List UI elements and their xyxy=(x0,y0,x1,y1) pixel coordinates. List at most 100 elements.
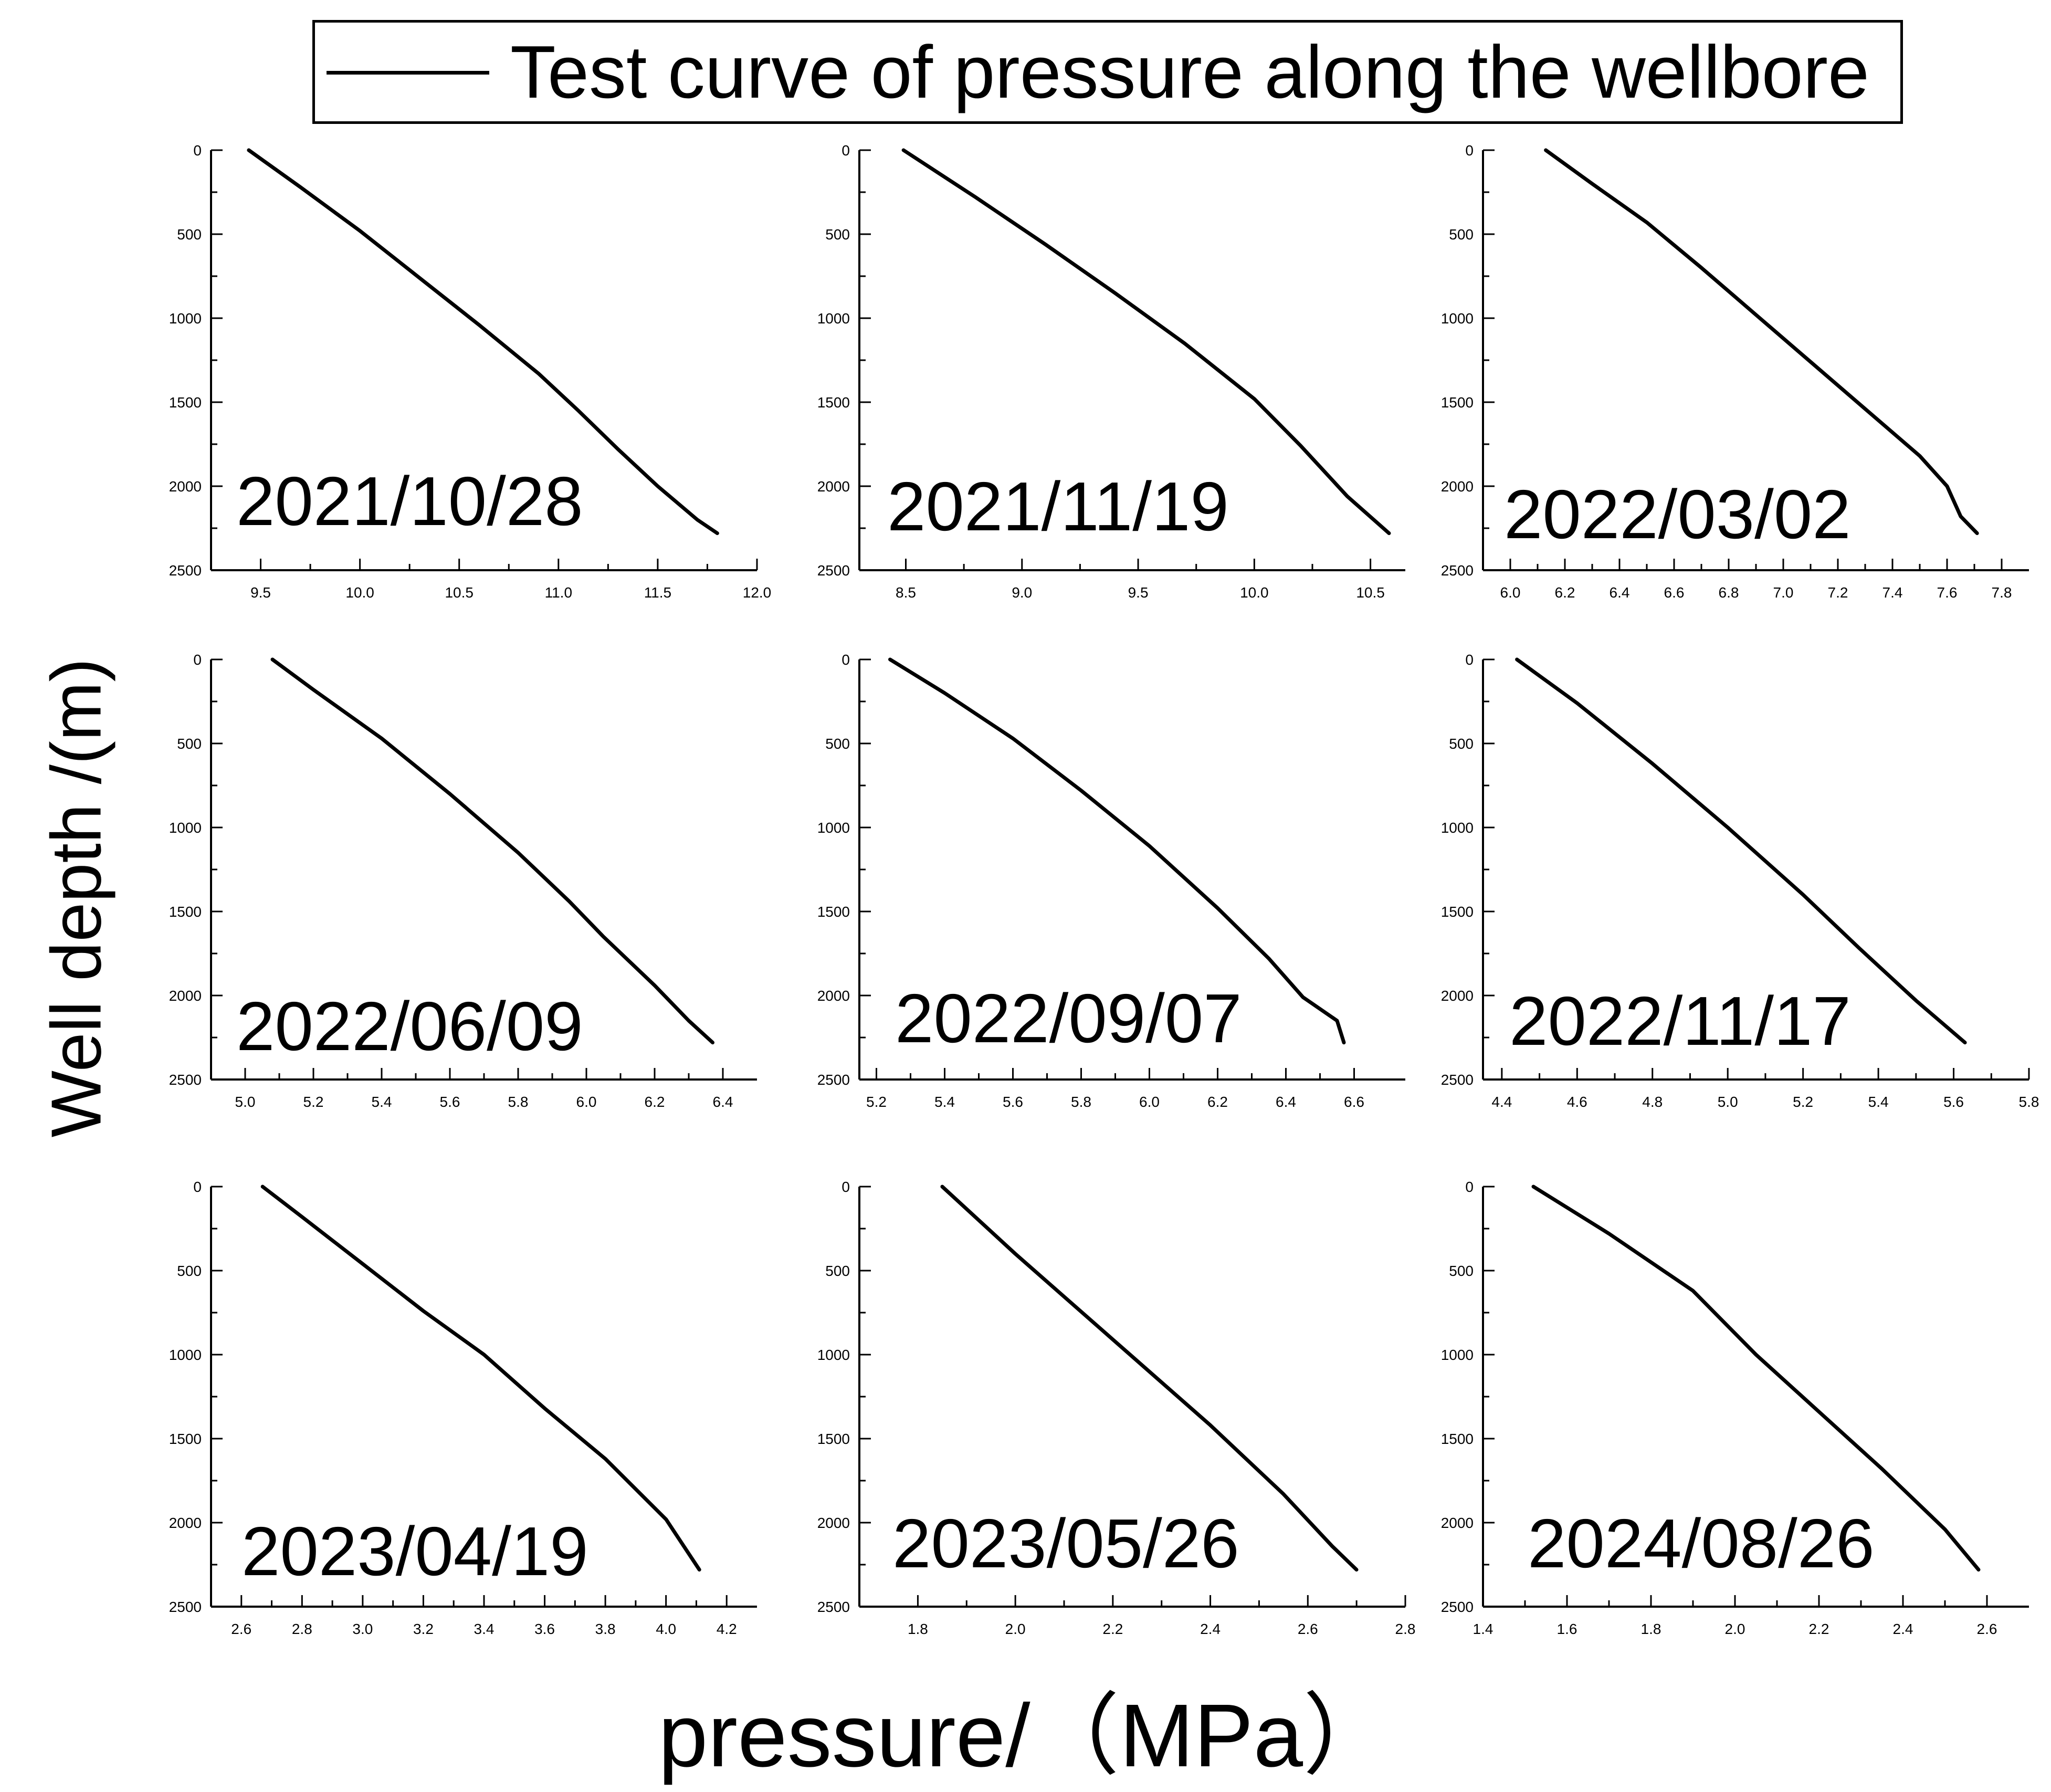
x-axis-label: pressure/（MPa） xyxy=(658,1686,1393,1786)
x-tick-label: 4.6 xyxy=(1567,1094,1587,1110)
x-tick-label: 6.2 xyxy=(1555,584,1575,601)
y-tick-label: 2500 xyxy=(817,1599,850,1615)
legend-label: Test curve of pressure along the wellbor… xyxy=(510,30,1869,114)
y-tick-label: 1000 xyxy=(817,310,850,327)
x-tick-label: 12.0 xyxy=(743,584,772,601)
y-tick-label: 1500 xyxy=(817,1431,850,1447)
x-tick-label: 1.4 xyxy=(1473,1621,1493,1637)
x-tick-label: 5.4 xyxy=(372,1094,392,1110)
y-tick-label: 500 xyxy=(177,226,202,243)
subplot: 0 500 1000 1500 2000 2500 5.0 5.2 5.4 5.6 5.8 6.0 6.… xyxy=(169,652,757,1110)
subplot: 0 500 1000 1500 2000 2500 4.4 4.6 4.8 5.0 5.2 5.4 5.… xyxy=(1441,652,2039,1110)
x-tick-label: 4.8 xyxy=(1642,1094,1663,1110)
y-tick-label: 500 xyxy=(825,1263,850,1279)
y-tick-label: 1500 xyxy=(817,394,850,411)
y-tick-label: 500 xyxy=(1449,226,1474,243)
subplot-date-label: 2022/06/09 xyxy=(236,988,583,1065)
x-tick-label: 6.6 xyxy=(1344,1094,1364,1110)
pressure-depth-curve xyxy=(1544,148,1979,536)
y-tick-label: 2000 xyxy=(1441,988,1474,1004)
x-tick-label: 11.5 xyxy=(644,584,671,601)
y-tick-label: 2000 xyxy=(169,1515,202,1531)
x-tick-label: 9.5 xyxy=(1128,584,1149,601)
y-tick-label: 1000 xyxy=(817,1347,850,1363)
x-tick-label: 9.0 xyxy=(1012,584,1032,601)
x-tick-label: 5.0 xyxy=(1718,1094,1738,1110)
x-tick-label: 3.8 xyxy=(595,1621,616,1637)
y-tick-label: 500 xyxy=(1449,1263,1474,1279)
y-tick-label: 1000 xyxy=(817,820,850,836)
x-tick-label: 1.6 xyxy=(1557,1621,1577,1637)
subplot: 0 500 1000 1500 2000 2500 6.0 6.2 6.4 6.6 6.8 7.0 7.… xyxy=(1441,142,2029,601)
y-tick-label: 1000 xyxy=(169,1347,202,1363)
pressure-depth-curve xyxy=(940,1185,1359,1572)
x-tick-label: 7.8 xyxy=(1992,584,2012,601)
x-tick-label: 5.8 xyxy=(1071,1094,1091,1110)
y-tick-label: 1000 xyxy=(1441,1347,1474,1363)
y-tick-label: 1500 xyxy=(1441,904,1474,920)
y-tick-label: 2500 xyxy=(817,1072,850,1088)
x-tick-label: 5.6 xyxy=(1943,1094,1964,1110)
x-tick-label: 5.2 xyxy=(866,1094,887,1110)
x-tick-label: 5.4 xyxy=(1868,1094,1889,1110)
x-tick-label: 2.2 xyxy=(1102,1621,1123,1637)
x-tick-label: 2.6 xyxy=(1977,1621,1997,1637)
x-tick-label: 2.0 xyxy=(1005,1621,1026,1637)
x-tick-label: 1.8 xyxy=(1641,1621,1661,1637)
subplot-date-label: 2021/10/28 xyxy=(236,463,583,540)
pressure-depth-curve xyxy=(1531,1185,1981,1572)
x-tick-label: 7.6 xyxy=(1937,584,1958,601)
y-tick-label: 1500 xyxy=(169,1431,202,1447)
x-tick-label: 2.8 xyxy=(1395,1621,1416,1637)
y-tick-label: 2500 xyxy=(169,1599,202,1615)
y-tick-label: 0 xyxy=(842,142,850,159)
x-tick-label: 2.2 xyxy=(1809,1621,1829,1637)
subplot-date-label: 2024/08/26 xyxy=(1528,1505,1875,1582)
x-tick-label: 6.4 xyxy=(713,1094,733,1110)
x-tick-label: 6.6 xyxy=(1664,584,1685,601)
x-tick-label: 5.8 xyxy=(508,1094,529,1110)
x-tick-label: 6.8 xyxy=(1719,584,1739,601)
x-tick-label: 5.2 xyxy=(1793,1094,1813,1110)
x-tick-label: 4.4 xyxy=(1491,1094,1512,1110)
x-tick-label: 2.6 xyxy=(1298,1621,1318,1637)
y-tick-label: 0 xyxy=(193,652,202,668)
x-tick-label: 10.0 xyxy=(345,584,374,601)
y-tick-label: 2000 xyxy=(817,1515,850,1531)
y-tick-label: 2500 xyxy=(1441,1599,1474,1615)
x-tick-label: 6.0 xyxy=(1139,1094,1160,1110)
y-tick-label: 2500 xyxy=(817,562,850,579)
y-tick-label: 2500 xyxy=(169,1072,202,1088)
pressure-depth-curve xyxy=(247,148,719,536)
y-tick-label: 1000 xyxy=(169,820,202,836)
subplot-date-label: 2022/03/02 xyxy=(1504,476,1851,553)
subplot-date-label: 2021/11/19 xyxy=(887,468,1229,545)
legend: Test curve of pressure along the wellbor… xyxy=(312,20,1903,124)
y-tick-label: 500 xyxy=(177,736,202,752)
x-tick-label: 6.4 xyxy=(1610,584,1630,601)
x-tick-label: 8.5 xyxy=(896,584,916,601)
x-tick-label: 4.2 xyxy=(717,1621,737,1637)
y-tick-label: 1500 xyxy=(169,394,202,411)
subplot: 0 500 1000 1500 2000 2500 8.5 9.0 9.5 10.0 10.5 202… xyxy=(817,142,1405,601)
x-tick-label: 6.0 xyxy=(1500,584,1521,601)
x-tick-label: 6.4 xyxy=(1276,1094,1296,1110)
subplot: 0 500 1000 1500 2000 2500 1.8 2.0 2.2 2.4 2.6 2.8 20… xyxy=(817,1179,1416,1637)
y-tick-label: 0 xyxy=(842,652,850,668)
x-tick-label: 3.0 xyxy=(352,1621,373,1637)
y-tick-label: 0 xyxy=(1465,142,1474,159)
y-tick-label: 500 xyxy=(177,1263,202,1279)
y-tick-label: 2000 xyxy=(817,478,850,495)
pressure-depth-curve xyxy=(260,1185,701,1572)
y-tick-label: 2000 xyxy=(1441,1515,1474,1531)
pressure-depth-curve xyxy=(901,148,1391,536)
y-tick-label: 0 xyxy=(1465,1179,1474,1195)
x-tick-label: 6.2 xyxy=(645,1094,665,1110)
x-tick-label: 5.6 xyxy=(440,1094,460,1110)
x-tick-label: 2.6 xyxy=(231,1621,251,1637)
y-tick-label: 500 xyxy=(1449,736,1474,752)
y-tick-label: 1000 xyxy=(169,310,202,327)
x-tick-label: 10.0 xyxy=(1240,584,1269,601)
y-tick-label: 500 xyxy=(825,226,850,243)
